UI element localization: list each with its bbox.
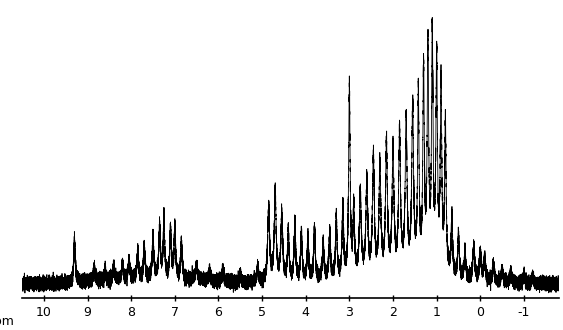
X-axis label: ppm: ppm [0, 315, 15, 328]
